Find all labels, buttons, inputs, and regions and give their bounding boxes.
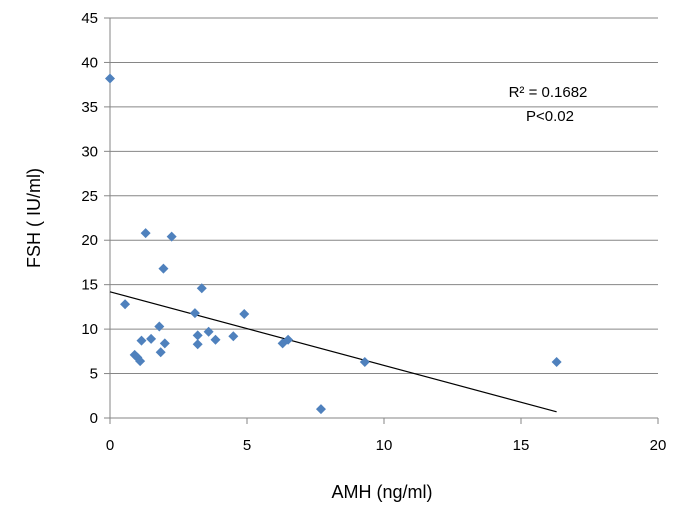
data-point (551, 357, 562, 367)
data-point (155, 347, 166, 358)
y-tick-label: 15 (81, 277, 98, 294)
data-point (315, 404, 326, 415)
data-point (192, 339, 203, 350)
data-point (159, 338, 170, 349)
y-tick-label: 10 (81, 321, 98, 338)
data-points (105, 73, 562, 415)
y-tick-label: 45 (81, 10, 98, 27)
p-value-annotation: P<0.02 (526, 108, 574, 125)
x-tick-label: 10 (376, 437, 393, 454)
y-axis-title: FSH ( IU/ml) (24, 168, 44, 268)
x-tick-label: 5 (243, 437, 251, 454)
y-tick-label: 0 (90, 410, 98, 427)
data-point (105, 73, 115, 84)
data-point (189, 308, 200, 319)
data-point (166, 231, 177, 242)
data-point (192, 330, 203, 341)
data-point (136, 335, 147, 346)
x-tick-label: 0 (106, 437, 114, 454)
x-tick-labels: 0 5 10 15 20 (106, 418, 667, 454)
data-point (203, 326, 214, 337)
data-point (228, 331, 239, 342)
trendline (109, 291, 557, 413)
data-point (146, 333, 157, 344)
y-tick-label: 5 (90, 366, 98, 383)
data-point (196, 283, 207, 294)
data-point (140, 228, 151, 239)
y-tick-label: 35 (81, 99, 98, 116)
y-tick-label: 20 (81, 232, 98, 249)
x-tick-label: 15 (513, 437, 530, 454)
data-point (135, 356, 146, 367)
y-tick-label: 30 (81, 143, 98, 160)
data-point (210, 334, 221, 345)
x-tick-label: 20 (650, 437, 667, 454)
data-point (158, 263, 169, 274)
y-tick-label: 40 (81, 54, 98, 71)
y-tick-label: 25 (81, 188, 98, 205)
data-point (239, 309, 250, 319)
data-point (283, 334, 294, 345)
data-point (154, 321, 165, 332)
y-tick-labels: 0 5 10 15 20 25 30 35 40 45 (81, 10, 110, 427)
r-squared-annotation: R² = 0.1682 (509, 84, 588, 101)
data-point (359, 357, 370, 367)
gridlines (110, 17, 658, 375)
x-axis-title: AMH (ng/ml) (331, 482, 432, 502)
data-point (120, 299, 131, 310)
